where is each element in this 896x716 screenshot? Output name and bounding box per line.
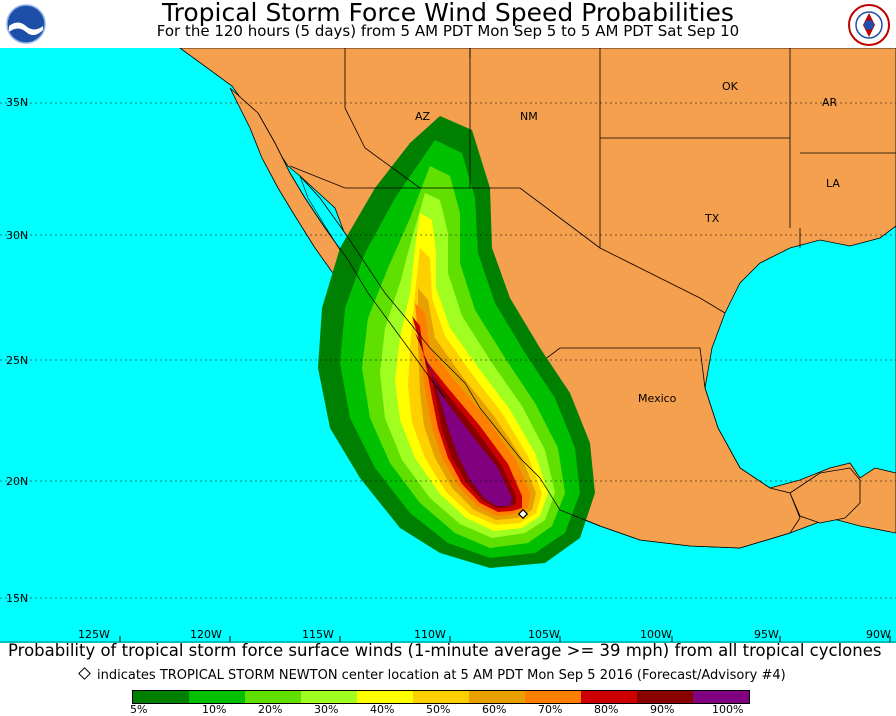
state-label-nm: NM xyxy=(520,110,538,123)
footer-description: Probability of tropical storm force surf… xyxy=(8,641,882,660)
legend-label: 30% xyxy=(314,703,339,716)
state-label-tx: TX xyxy=(704,212,720,225)
legend-swatch xyxy=(189,691,245,703)
lon-label-110w: 110W xyxy=(414,628,446,641)
coastline-baja xyxy=(299,175,601,527)
graticule xyxy=(0,102,896,643)
probability-legend xyxy=(132,690,750,704)
legend-label: 5% xyxy=(130,703,148,716)
lon-label-95w: 95W xyxy=(754,628,779,641)
legend-label: 90% xyxy=(650,703,675,716)
state-label-az: AZ xyxy=(415,110,431,123)
contour-100pct xyxy=(422,353,512,506)
probability-legend-labels: 5% 10% 20% 30% 40% 50% 60% 70% 80% 90% 100% xyxy=(0,703,896,716)
legend-swatch xyxy=(413,691,469,703)
lon-label-90w: 90W xyxy=(866,628,891,641)
lon-label-100w: 100W xyxy=(640,628,672,641)
state-label-ok: OK xyxy=(722,80,739,93)
legend-label: 80% xyxy=(594,703,619,716)
legend-swatch xyxy=(693,691,749,703)
page-subtitle: For the 120 hours (5 days) from 5 AM PDT… xyxy=(156,22,740,40)
state-label-ar: AR xyxy=(822,96,838,109)
legend-label: 20% xyxy=(258,703,283,716)
lat-label-30n: 30N xyxy=(6,229,28,242)
footer-center-note: indicates TROPICAL STORM NEWTON center l… xyxy=(78,667,786,683)
legend-swatch xyxy=(301,691,357,703)
legend-label: 10% xyxy=(202,703,227,716)
country-label-mexico: Mexico xyxy=(638,392,677,405)
legend-swatch xyxy=(525,691,581,703)
diamond-icon xyxy=(78,667,91,680)
legend-swatch xyxy=(469,691,525,703)
legend-swatch xyxy=(637,691,693,703)
coastline-baja-west xyxy=(257,112,446,399)
probability-map: 35N 30N 25N 20N 15N 125W 120W 115W 110W … xyxy=(0,48,896,643)
page-title: Tropical Storm Force Wind Speed Probabil… xyxy=(162,0,734,27)
land-yucatan xyxy=(789,467,861,524)
lat-label-35n: 35N xyxy=(6,96,28,109)
legend-label: 50% xyxy=(426,703,451,716)
legend-swatch xyxy=(357,691,413,703)
noaa-logo xyxy=(6,4,46,44)
header: Tropical Storm Force Wind Speed Probabil… xyxy=(0,0,896,48)
legend-label: 40% xyxy=(370,703,395,716)
lon-label-105w: 105W xyxy=(528,628,560,641)
tick-marks xyxy=(119,636,891,642)
storm-center-marker xyxy=(517,508,529,520)
lat-label-15n: 15N xyxy=(6,592,28,605)
legend-label: 100% xyxy=(712,703,744,716)
state-label-la: LA xyxy=(826,177,840,190)
lat-label-20n: 20N xyxy=(6,475,28,488)
nws-logo xyxy=(848,4,890,46)
lon-label-120w: 120W xyxy=(190,628,222,641)
legend-swatch xyxy=(581,691,637,703)
lon-label-115w: 115W xyxy=(302,628,334,641)
political-borders xyxy=(289,48,896,314)
legend-label: 70% xyxy=(538,703,563,716)
legend-swatch xyxy=(245,691,301,703)
lat-label-25n: 25N xyxy=(6,354,28,367)
center-note-text: indicates TROPICAL STORM NEWTON center l… xyxy=(97,668,786,683)
legend-label: 60% xyxy=(482,703,507,716)
lon-label-125w: 125W xyxy=(78,628,110,641)
legend-swatch xyxy=(133,691,189,703)
